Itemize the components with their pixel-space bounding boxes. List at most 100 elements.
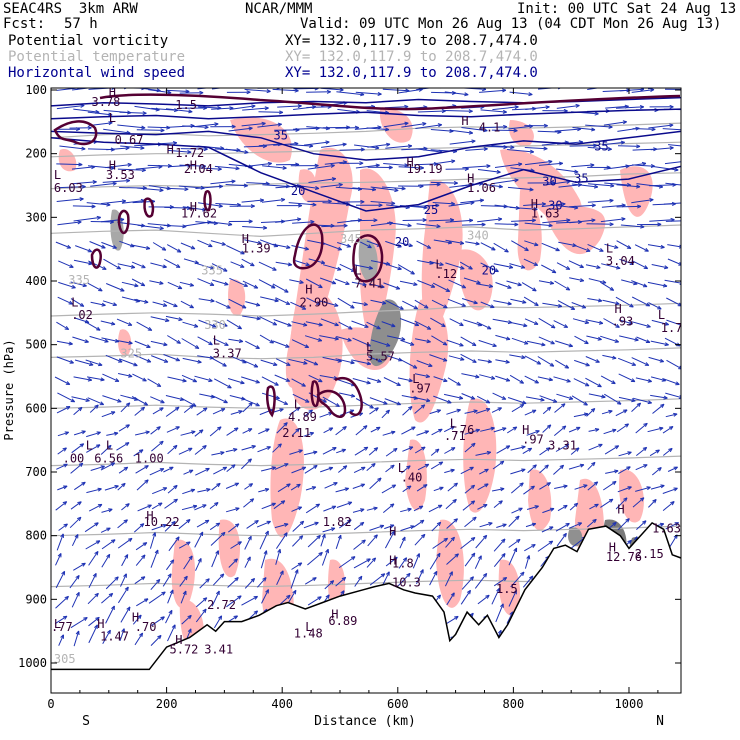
wind-vector [57, 447, 67, 455]
header-model: SEAC4RS 3km ARW [3, 1, 138, 17]
wind-vector-head [69, 359, 74, 364]
wind-vector [57, 431, 69, 437]
wind-vector [257, 123, 282, 128]
wind-vector-head [217, 166, 222, 172]
wind-vector-head [544, 464, 549, 469]
wind-vector-head [126, 606, 131, 611]
wind-vector [120, 402, 131, 413]
wind-vector [461, 106, 485, 109]
wind-vector [117, 519, 128, 529]
wind-vector [355, 425, 368, 436]
wind-vector-head [347, 501, 353, 506]
wind-vector-head [187, 628, 192, 633]
wind-vector [259, 530, 269, 550]
wind-vector-head [160, 616, 165, 621]
wind-vector-head [110, 462, 116, 467]
wind-vector-head [535, 430, 540, 434]
wind-vector-head [112, 245, 117, 249]
wind-vector-head [343, 223, 348, 228]
wind-vector [432, 537, 448, 549]
wind-vector-head [124, 586, 129, 592]
theta-contour-label: 345 [340, 232, 362, 246]
wind-vector [522, 447, 532, 455]
wind-vector-head [459, 322, 464, 327]
wind-vector [474, 555, 482, 569]
wind-vector [226, 595, 242, 608]
wind-vector-head [559, 464, 565, 470]
wind-vector-head [451, 159, 456, 164]
wind-vector-head [256, 316, 261, 321]
wind-vector-head [231, 464, 236, 469]
wind-vector-head [243, 183, 248, 188]
wind-vector [241, 199, 264, 203]
wind-vector [383, 377, 401, 386]
wind-vector [430, 448, 440, 456]
wind-vector [538, 336, 555, 345]
wind-vector-head [360, 199, 365, 204]
wind-vector [480, 109, 507, 113]
wind-vector [369, 86, 393, 87]
wind-vector-head [502, 523, 507, 528]
wind-vector [102, 373, 120, 382]
wind-vector [416, 484, 428, 492]
wind-vector-head [568, 343, 574, 348]
wind-vector [618, 466, 631, 475]
wind-vector-head [223, 399, 228, 404]
wind-vector [304, 358, 318, 366]
wind-vector [556, 105, 580, 109]
wind-vector [339, 149, 365, 151]
wind-vector-head [173, 444, 178, 450]
wind-vector-head [271, 466, 276, 471]
wind-vector-head [340, 590, 345, 595]
wind-vector [492, 179, 519, 185]
wind-vector [370, 299, 387, 304]
wind-vector [100, 320, 116, 325]
wind-vector-head [253, 363, 259, 368]
wind-vector [276, 422, 288, 434]
wind-vector [73, 216, 101, 222]
pv-contour-6 [292, 223, 324, 270]
wind-vector-head [111, 321, 116, 326]
wind-vector-head [518, 507, 523, 512]
wind-vector-head [233, 615, 238, 620]
wind-vector-head [87, 248, 93, 253]
wind-vector-head [308, 409, 313, 414]
header-fcst-label: Fcst: [3, 16, 46, 32]
wind-vector-head [127, 162, 132, 167]
wind-vector-head [657, 305, 662, 310]
wind-vector-head [443, 378, 448, 383]
wind-vector [261, 392, 280, 399]
wind-vector-head [469, 466, 474, 471]
pv-extremum-label: 1.63 [652, 522, 681, 536]
wind-vector [402, 300, 418, 310]
wind-vector [292, 393, 310, 403]
wind-vector-head [591, 218, 596, 223]
wind-vector [163, 224, 187, 227]
wind-vector [319, 277, 336, 285]
wind-vector-head [146, 358, 152, 363]
wind-vector-head [142, 111, 147, 116]
wind-vector-head [534, 505, 539, 509]
wind-vector-head [341, 576, 347, 582]
wind-vector [635, 377, 652, 382]
wind-vector [196, 263, 215, 270]
wind-vector [665, 413, 678, 418]
wind-vector-head [140, 282, 146, 287]
wind-vector-head [97, 503, 103, 508]
wind-vector-head [238, 338, 244, 343]
pv-extremum-label: L [109, 111, 116, 125]
wind-vector [600, 281, 614, 291]
wind-vector-head [534, 302, 539, 307]
wind-vector [71, 166, 96, 170]
wind-vector [492, 460, 505, 470]
pv-extremum-label: H [615, 302, 622, 316]
wind-vector [134, 632, 144, 646]
wind-vector [665, 182, 681, 186]
wind-vector-head [96, 326, 101, 331]
wind-vector [476, 283, 493, 288]
wind-vector-head [337, 534, 342, 540]
wind-vector-head [186, 519, 191, 524]
wind-vector-head [614, 469, 619, 474]
wind-vector [304, 464, 318, 474]
wind-vector [134, 298, 149, 303]
